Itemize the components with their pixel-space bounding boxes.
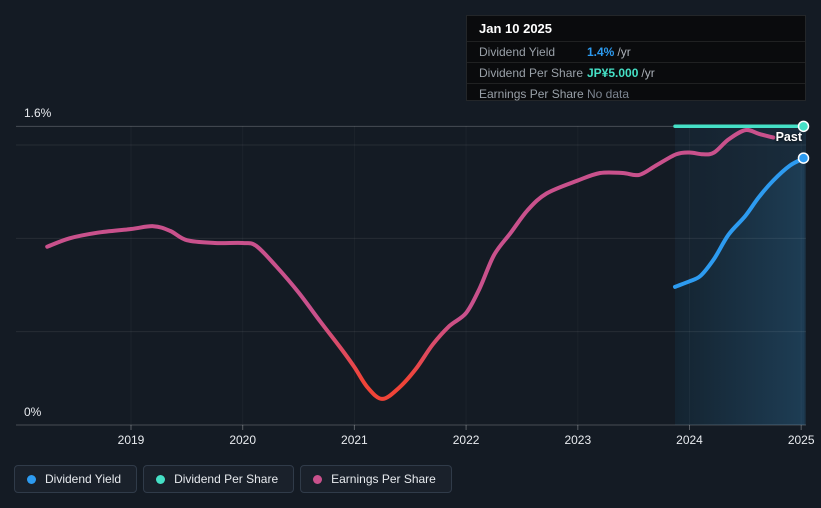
legend-item-dividend-per-share[interactable]: Dividend Per Share — [143, 465, 295, 493]
tooltip-label: Dividend Per Share — [479, 66, 584, 80]
chart-tooltip: Jan 10 2025 Dividend Yield 1.4% /yr Divi… — [466, 15, 806, 101]
x-axis-label-2024: 2024 — [676, 433, 703, 447]
tooltip-row-dividend-yield: Dividend Yield 1.4% /yr — [467, 41, 805, 62]
dividend-per-share-dot-icon — [156, 474, 166, 484]
dividend-per-share-endpoint-marker — [797, 120, 810, 133]
legend-item-dividend-yield[interactable]: Dividend Yield — [14, 465, 138, 493]
tooltip-unit: /yr — [617, 45, 631, 59]
x-axis-label-2019: 2019 — [117, 433, 145, 447]
dividend-yield-endpoint-marker — [797, 152, 810, 164]
x-axis-label-2021: 2021 — [341, 433, 368, 447]
dividend-yield-dot-icon — [27, 474, 36, 484]
dividend-yield-line — [673, 156, 807, 289]
x-axis-label-2023: 2023 — [564, 433, 592, 447]
series-lines — [45, 124, 807, 401]
legend-item-label: Earnings Per Share — [331, 472, 436, 486]
earnings-per-share-line — [45, 127, 776, 401]
y-axis-label-min: 0% — [24, 405, 42, 419]
y-axis-label-max: 1.6% — [24, 106, 52, 120]
series-end-markers — [797, 120, 810, 164]
tooltip-value: No data — [587, 87, 630, 101]
tooltip-row-dividend-per-share: Dividend Per Share JP¥5.000 /yr — [467, 62, 805, 83]
x-axis-label-2025: 2025 — [787, 433, 815, 447]
earnings-per-share-dot-icon — [313, 474, 323, 484]
legend-item-label: Dividend Per Share — [174, 472, 279, 486]
tooltip-unit: /yr — [641, 66, 655, 80]
tooltip-label: Dividend Yield — [479, 45, 556, 59]
tooltip-date: Jan 10 2025 — [479, 21, 553, 36]
x-axis-ticks — [130, 425, 802, 430]
tooltip-value: JP¥5.000 — [587, 66, 639, 80]
chart-legend: Dividend Yield Dividend Per Share Earnings… — [14, 465, 452, 493]
tooltip-value: 1.4% — [587, 45, 615, 59]
legend-item-label: Dividend Yield — [45, 472, 122, 486]
dividend-yield-area-fill — [675, 158, 805, 425]
legend-item-earnings-per-share[interactable]: Earnings Per Share — [300, 465, 452, 493]
x-axis-label-2022: 2022 — [452, 433, 480, 447]
x-axis-label-2020: 2020 — [229, 433, 257, 447]
tooltip-row-earnings-per-share: Earnings Per Share No data — [467, 83, 805, 104]
tooltip-label: Earnings Per Share — [479, 87, 584, 101]
past-region-label: Past — [775, 130, 802, 144]
